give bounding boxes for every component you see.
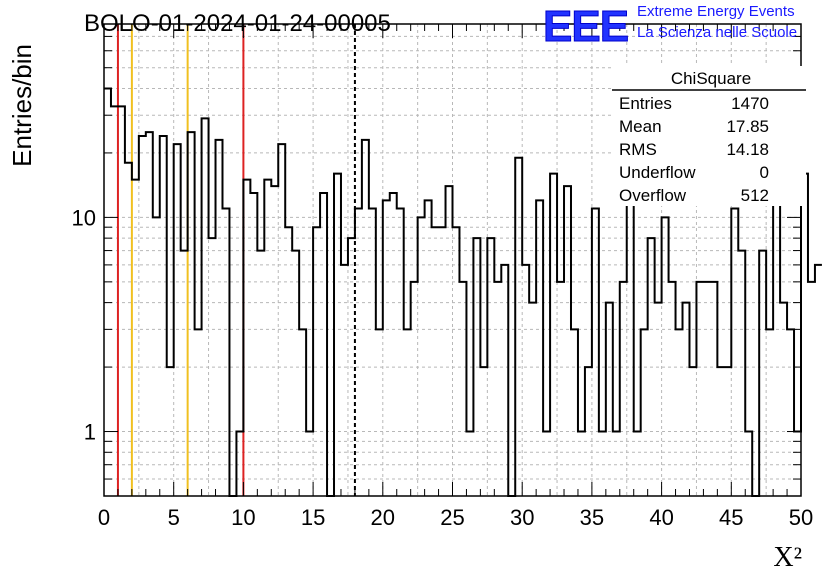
logo-caption-line1: Extreme Energy Events <box>637 3 795 20</box>
y-axis-title: Entries/bin <box>7 44 37 167</box>
y-tick-label: 1 <box>84 420 96 445</box>
x-tick-label: 15 <box>301 505 325 530</box>
histogram-series <box>104 87 822 497</box>
stats-label: Overflow <box>619 186 687 205</box>
x-tick-label: 10 <box>231 505 255 530</box>
x-tick-label: 30 <box>510 505 534 530</box>
x-tick-label: 25 <box>440 505 464 530</box>
stats-label: RMS <box>619 140 657 159</box>
eee-logo: EEE <box>542 2 629 52</box>
stats-label: Underflow <box>619 163 696 182</box>
x-tick-label: 0 <box>98 505 110 530</box>
x-tick-label: 40 <box>649 505 673 530</box>
x-tick-label: 45 <box>719 505 743 530</box>
stats-value: 0 <box>760 163 769 182</box>
stats-value: 1470 <box>731 94 769 113</box>
stats-label: Entries <box>619 94 672 113</box>
x-tick-label: 20 <box>371 505 395 530</box>
run-title: BOLO-01-2024-01-24-00005 <box>84 10 391 37</box>
x-axis-title: X² <box>773 542 802 572</box>
stats-title: ChiSquare <box>671 69 751 88</box>
stats-label: Mean <box>619 117 662 136</box>
logo-caption-line2: La Scienza nelle Scuole <box>637 24 798 41</box>
x-tick-label: 35 <box>580 505 604 530</box>
stats-value: 14.18 <box>726 140 769 159</box>
x-tick-label: 5 <box>168 505 180 530</box>
y-tick-label: 10 <box>72 205 96 230</box>
stats-value: 17.85 <box>726 117 769 136</box>
x-tick-label: 50 <box>789 505 813 530</box>
stats-value: 512 <box>741 186 769 205</box>
